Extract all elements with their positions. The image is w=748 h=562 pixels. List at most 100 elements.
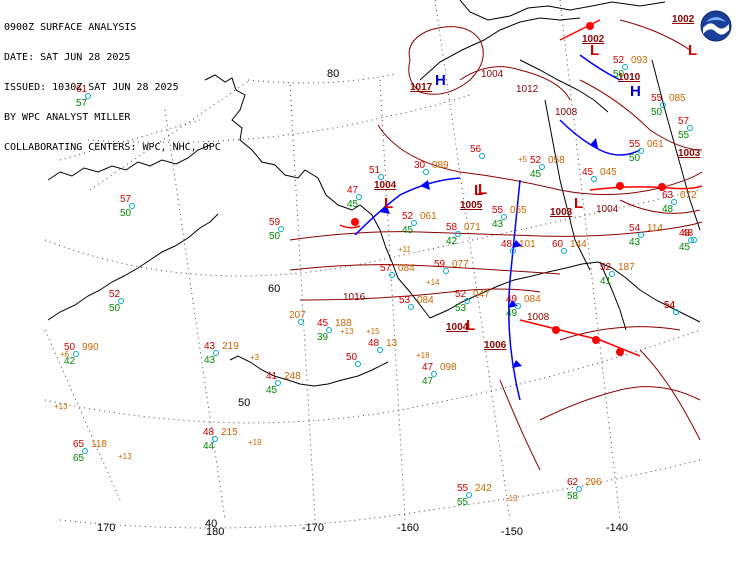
station-plot: 54 43 114 <box>629 223 663 248</box>
station-circle <box>515 303 521 309</box>
station-dewpoint: 50 <box>629 153 641 164</box>
cold-front-triangle <box>512 360 522 368</box>
isobar-labels: 1012 1008 1008 1004 1004 1016 1003 <box>343 69 701 323</box>
station-circle <box>501 214 507 220</box>
station-circle <box>278 226 284 232</box>
station-circle <box>576 486 582 492</box>
pressure-tendency: +3 <box>250 353 260 362</box>
pressure-value: 1005 <box>460 200 483 211</box>
pressure-value: 1010 <box>618 72 641 83</box>
station-dewpoint: 50 <box>613 69 625 80</box>
station-temperature: 207 <box>289 310 306 321</box>
station-plot: 60 144 <box>552 239 587 254</box>
noaa-logo-icon <box>700 10 732 42</box>
pressure-value: 1004 <box>374 180 397 191</box>
low-pressure-symbol: L <box>384 195 393 212</box>
lon-label: -170 <box>302 522 324 534</box>
station-dewpoint: 45 <box>679 242 691 253</box>
station-plot: 30 089 <box>414 160 449 175</box>
station-plot: 55 50 085 <box>651 93 686 118</box>
station-dewpoint: 65 <box>73 453 85 464</box>
station-temperature: 55 <box>629 139 641 150</box>
station-circle <box>687 125 693 131</box>
cold-front-triangle <box>590 138 598 148</box>
coast-canada-arctic <box>459 0 666 21</box>
station-temperature: 52 <box>109 289 121 300</box>
station-dewpoint: 57 <box>76 98 88 109</box>
station-plot: 62 58 296 <box>567 477 602 502</box>
station-plot: 48 101 <box>501 239 536 254</box>
station-pressure: 093 <box>631 55 648 66</box>
station-dewpoint: 50 <box>109 303 121 314</box>
coast-alaska-south <box>429 261 701 323</box>
isobar-7 <box>539 386 701 421</box>
station-dewpoint: 49 <box>506 308 518 319</box>
station-pressure: 072 <box>680 190 697 201</box>
cold-front-2 <box>508 179 521 401</box>
pressure-centers: H 1017 H 1010 L 1002 L 1002 L 1004 L 100… <box>374 14 697 351</box>
station-circle <box>408 304 414 310</box>
station-temperature: 48 <box>501 239 513 250</box>
station-circle <box>377 347 383 353</box>
pressure-tendency: -13 <box>506 494 518 503</box>
station-plot: 57 084 <box>380 263 415 278</box>
station-temperature: 57 <box>120 194 132 205</box>
lon-label: -140 <box>606 522 628 534</box>
header-centers: COLLABORATING CENTERS: WPC, NHC, OPC <box>4 142 221 153</box>
station-circle <box>638 232 644 238</box>
pressure-tendency: +5 <box>518 155 528 164</box>
isobar-label: 1004 <box>596 204 619 215</box>
warm-front-semicircle <box>586 22 594 30</box>
station-temperature: 45 <box>317 318 329 329</box>
station-temperature: 65 <box>73 439 85 450</box>
pressure-value: 1004 <box>446 322 469 333</box>
station-dewpoint: 42 <box>64 356 76 367</box>
isobar-label: 1003 <box>678 148 701 159</box>
isobars <box>289 19 703 471</box>
station-circle <box>691 237 697 243</box>
station-pressure: 990 <box>82 342 99 353</box>
station-temperature: 48 <box>368 338 380 349</box>
pressure-value: 1006 <box>484 340 507 351</box>
lat-label: 60 <box>268 283 280 295</box>
station-pressure: 248 <box>284 371 301 382</box>
station-circle <box>355 361 361 367</box>
station-circle <box>356 194 362 200</box>
coast-bc <box>599 261 627 331</box>
low-pressure-symbol: L <box>590 42 599 59</box>
lon-label: 170 <box>97 522 115 534</box>
station-temperature: 62 <box>567 477 579 488</box>
station-pressure: 045 <box>600 167 617 178</box>
station-temperature: 48 <box>682 228 694 239</box>
station-plot: 50 42 990 <box>64 342 99 367</box>
station-pressure: 296 <box>585 477 602 488</box>
station-temperature: 55 <box>492 205 504 216</box>
station-plot: 48 13 <box>368 338 398 353</box>
station-plot: 45 39 188 <box>317 318 352 343</box>
station-circle <box>622 64 628 70</box>
station-pressure: 187 <box>618 262 635 273</box>
station-dewpoint: 42 <box>446 236 458 247</box>
pressure-tendency: +19 <box>248 438 262 447</box>
station-temperature: 30 <box>414 160 426 171</box>
station-temperature: 54 <box>629 223 641 234</box>
high-pressure-symbol: H <box>435 72 446 89</box>
station-circle <box>275 380 281 386</box>
front-symbols <box>351 22 666 368</box>
station-temperature: 52 <box>530 155 542 166</box>
station-pressure: 084 <box>398 263 415 274</box>
station-plot: 48 <box>682 228 697 243</box>
station-circle <box>118 298 124 304</box>
station-temperature: 52 <box>613 55 625 66</box>
station-plot: 52 45 061 <box>402 211 437 236</box>
station-circle <box>85 93 91 99</box>
station-dewpoint: 43 <box>204 355 216 366</box>
station-temperature: 53 <box>399 295 411 306</box>
station-temperature: 59 <box>434 259 446 270</box>
cold-front-1 <box>354 177 461 236</box>
station-dewpoint: 47 <box>422 376 434 387</box>
station-circle <box>378 174 384 180</box>
lat-label: 40 <box>205 518 217 530</box>
